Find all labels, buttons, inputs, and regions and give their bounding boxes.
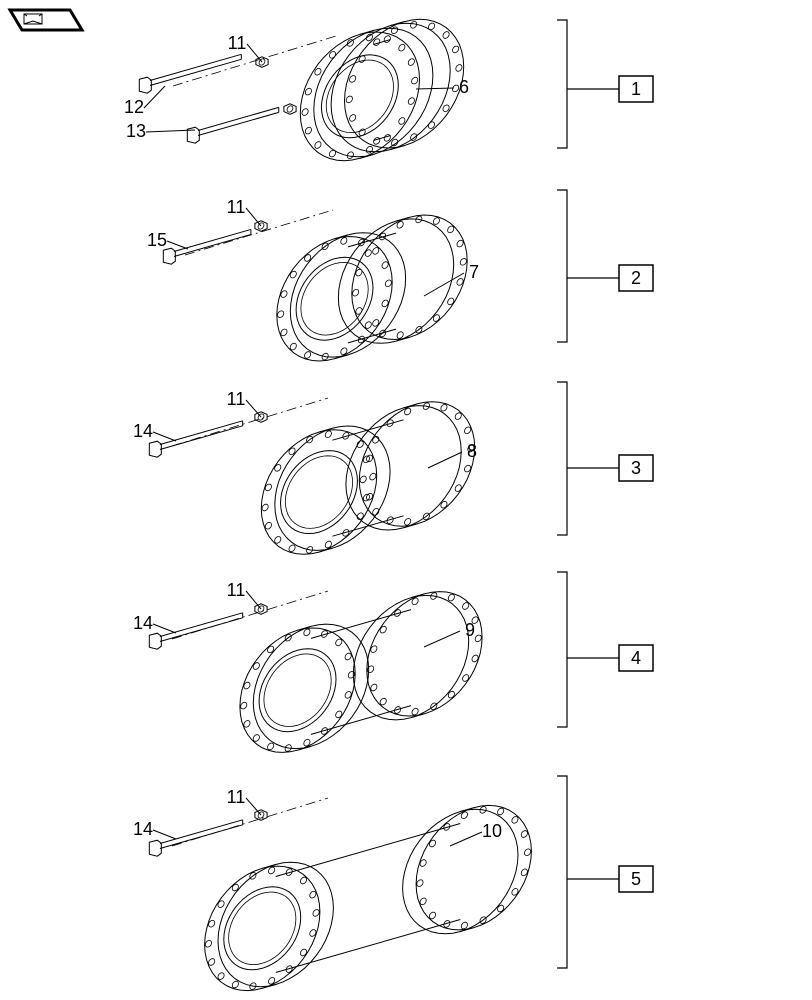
assembly-1	[173, 36, 336, 86]
group-bracket-5	[557, 776, 567, 968]
callout-label-11: 11	[227, 197, 246, 217]
group-ref-label-4: 4	[631, 648, 641, 668]
group-ref-label-2: 2	[631, 268, 641, 288]
group-bracket-1	[557, 20, 567, 148]
callout-leader-10	[450, 832, 482, 846]
callout-label-9: 9	[465, 620, 475, 640]
callout-label-8: 8	[467, 441, 477, 461]
callout-label-11: 11	[227, 580, 246, 600]
group-bracket-2	[557, 190, 567, 342]
callout-leader-14	[153, 830, 176, 839]
group-ref-label-1: 1	[631, 79, 641, 99]
callout-leader-14	[153, 432, 176, 441]
callout-leader-11	[246, 591, 261, 609]
callout-leader-14	[153, 624, 176, 633]
callout-leader-11	[247, 44, 262, 62]
callout-label-14: 14	[133, 421, 153, 441]
callout-label-12: 12	[124, 97, 144, 117]
parts-diagram: 123451112136111571114811149111410	[0, 0, 812, 1000]
callout-label-14: 14	[133, 819, 153, 839]
group-ref-label-5: 5	[631, 869, 641, 889]
callout-leader-11	[246, 798, 261, 815]
callout-leader-11	[246, 208, 261, 226]
callout-label-11: 11	[227, 389, 246, 409]
assembly-2	[185, 210, 333, 255]
page-badge	[10, 10, 82, 30]
callout-label-14: 14	[133, 613, 153, 633]
callout-label-7: 7	[469, 262, 479, 282]
callout-leader-8	[428, 452, 462, 468]
callout-label-10: 10	[482, 821, 502, 841]
callout-label-13: 13	[126, 121, 146, 141]
callout-label-11: 11	[227, 787, 246, 807]
callout-leader-9	[424, 631, 460, 647]
callout-leader-11	[246, 400, 261, 417]
group-bracket-4	[557, 572, 567, 727]
callout-leader-6	[416, 88, 454, 89]
callout-label-6: 6	[459, 77, 469, 97]
callout-label-11: 11	[228, 33, 247, 53]
callout-leader-12	[144, 86, 165, 108]
callout-leader-15	[167, 241, 188, 249]
group-ref-label-3: 3	[631, 458, 641, 478]
callout-label-15: 15	[147, 230, 167, 250]
group-bracket-3	[557, 382, 567, 535]
